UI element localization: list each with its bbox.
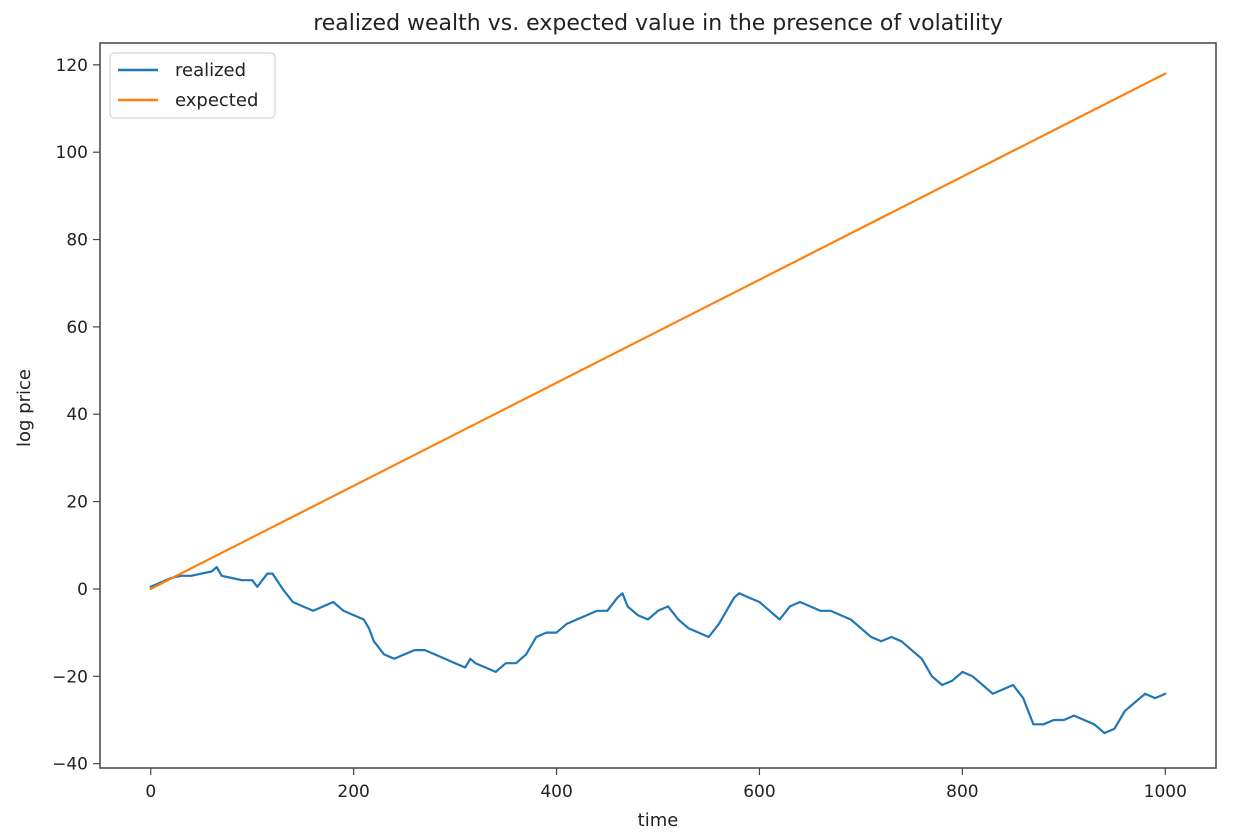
x-tick-label: 800	[946, 782, 978, 802]
y-tick-label: −20	[52, 667, 88, 687]
y-axis-label: log price	[14, 369, 35, 447]
y-tick-label: 80	[66, 231, 88, 251]
x-axis-ticks: 0 200 400 600 800 1000	[145, 768, 1187, 802]
y-tick-label: −40	[52, 755, 88, 775]
y-tick-label: 60	[66, 318, 88, 338]
x-tick-label: 0	[145, 782, 156, 802]
plot-area-frame	[99, 42, 1217, 769]
series-line-realized	[149, 565, 1167, 735]
x-tick-label: 400	[540, 782, 572, 802]
legend-label-expected: expected	[175, 90, 258, 111]
legend-label-realized: realized	[175, 60, 246, 81]
y-tick-label: 20	[66, 493, 88, 513]
x-axis-label: time	[638, 810, 679, 831]
y-axis-ticks: −40 −20 0 20 40 60 80 100 120	[52, 56, 100, 775]
series-lines	[149, 72, 1167, 735]
series-line-expected	[149, 72, 1167, 591]
legend: realized expected	[109, 52, 276, 119]
x-tick-label: 200	[337, 782, 369, 802]
x-tick-label: 1000	[1144, 782, 1187, 802]
y-tick-label: 120	[56, 56, 88, 76]
x-tick-label: 600	[743, 782, 775, 802]
y-tick-label: 100	[56, 143, 88, 163]
y-tick-label: 0	[77, 580, 88, 600]
chart-title: realized wealth vs. expected value in th…	[313, 11, 1003, 36]
y-tick-label: 40	[66, 405, 88, 425]
